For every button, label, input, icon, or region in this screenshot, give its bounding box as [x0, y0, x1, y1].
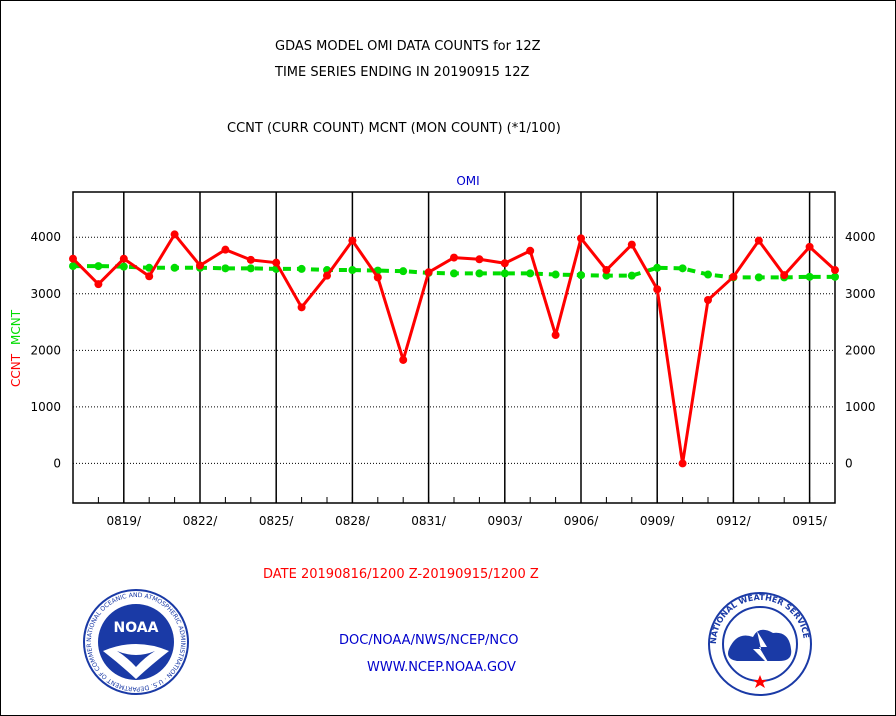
- data-point-mcnt: [221, 264, 230, 273]
- data-point-mcnt: [805, 272, 814, 281]
- data-point-ccnt: [602, 266, 611, 275]
- noaa-logo-text: NOAA: [114, 620, 159, 636]
- data-point-ccnt: [678, 459, 687, 468]
- data-point-ccnt: [653, 285, 662, 294]
- data-point-mcnt: [551, 270, 560, 279]
- y-tick-label-left: 3000: [30, 287, 61, 301]
- data-point-ccnt: [399, 355, 408, 364]
- y-tick-label-left: 4000: [30, 230, 61, 244]
- y-tick-label-right: 2000: [845, 343, 876, 357]
- x-tick-label: 0903/: [488, 514, 524, 528]
- data-point-ccnt: [780, 271, 789, 280]
- data-point-mcnt: [831, 272, 839, 281]
- panel-title: OMI: [456, 174, 479, 188]
- data-point-mcnt: [69, 262, 77, 271]
- data-point-ccnt: [348, 236, 357, 245]
- data-point-mcnt: [475, 269, 484, 278]
- x-tick-label: 0819/: [107, 514, 143, 528]
- y-tick-label-left: 1000: [30, 400, 61, 414]
- data-point-mcnt: [119, 262, 128, 271]
- data-point-mcnt: [399, 267, 408, 276]
- x-tick-label: 0915/: [792, 514, 828, 528]
- data-point-ccnt: [551, 331, 560, 340]
- data-point-ccnt: [119, 254, 128, 263]
- y-tick-label-right: 3000: [845, 287, 876, 301]
- data-point-ccnt: [526, 246, 535, 255]
- website-label: WWW.NCEP.NOAA.GOV: [367, 660, 516, 675]
- y-tick-label-left: 2000: [30, 343, 61, 357]
- data-point-ccnt: [272, 258, 281, 267]
- y-tick-label-right: 0: [845, 456, 853, 470]
- data-point-mcnt: [678, 264, 687, 273]
- y-tick-label-left: 0: [53, 456, 61, 470]
- x-tick-label: 0825/: [259, 514, 295, 528]
- plot-frame: [72, 191, 836, 504]
- x-tick-label: 0906/: [564, 514, 600, 528]
- data-point-mcnt: [500, 269, 509, 278]
- x-tick-label: 0912/: [716, 514, 752, 528]
- data-point-mcnt: [246, 264, 255, 273]
- data-point-ccnt: [754, 236, 763, 245]
- data-point-ccnt: [627, 240, 636, 249]
- data-point-mcnt: [348, 266, 357, 275]
- data-point-ccnt: [323, 271, 331, 280]
- x-tick-label: 0831/: [411, 514, 447, 528]
- x-tick-label: 0909/: [640, 514, 676, 528]
- chart-title-line2: TIME SERIES ENDING IN 20190915 12Z: [275, 65, 530, 80]
- y-axis-label-ccnt: CCNT: [9, 353, 23, 387]
- data-point-ccnt: [475, 255, 484, 264]
- y-tick-label-right: 1000: [845, 400, 876, 414]
- data-point-mcnt: [704, 270, 712, 279]
- data-point-mcnt: [754, 273, 763, 282]
- data-point-ccnt: [500, 259, 509, 268]
- data-point-ccnt: [424, 268, 433, 277]
- data-point-mcnt: [602, 271, 611, 280]
- data-point-ccnt: [704, 296, 712, 305]
- chart-title-line1: GDAS MODEL OMI DATA COUNTS for 12Z: [275, 39, 541, 54]
- data-point-mcnt: [94, 262, 103, 271]
- data-point-mcnt: [577, 271, 585, 280]
- nws-logo: NATIONAL WEATHER SERVICE: [708, 592, 812, 696]
- data-point-ccnt: [196, 261, 204, 270]
- data-point-ccnt: [729, 272, 738, 281]
- data-point-ccnt: [170, 230, 179, 239]
- x-tick-label: 0822/: [183, 514, 219, 528]
- data-point-mcnt: [653, 263, 662, 272]
- data-point-mcnt: [170, 263, 179, 272]
- noaa-logo: NATIONAL OCEANIC AND ATMOSPHERIC ADMINIS…: [81, 587, 189, 695]
- data-point-ccnt: [69, 254, 77, 263]
- data-point-mcnt: [297, 264, 306, 273]
- data-point-ccnt: [221, 245, 230, 254]
- y-axis-label-mcnt: MCNT: [9, 309, 23, 345]
- data-point-mcnt: [145, 263, 154, 272]
- date-range-label: DATE 20190816/1200 Z-20190915/1200 Z: [263, 567, 539, 582]
- data-point-ccnt: [373, 273, 382, 282]
- data-point-mcnt: [450, 269, 458, 278]
- org-label: DOC/NOAA/NWS/NCEP/NCO: [339, 633, 519, 648]
- data-point-ccnt: [94, 280, 103, 289]
- data-point-mcnt: [627, 271, 636, 280]
- data-point-ccnt: [831, 266, 839, 275]
- data-point-ccnt: [297, 303, 306, 312]
- data-point-ccnt: [577, 234, 585, 243]
- data-point-ccnt: [805, 242, 814, 251]
- chart-subtitle: CCNT (CURR COUNT) MCNT (MON COUNT) (*1/1…: [227, 121, 561, 136]
- data-point-ccnt: [145, 272, 154, 281]
- y-tick-label-right: 4000: [845, 230, 876, 244]
- x-tick-label: 0828/: [335, 514, 371, 528]
- data-point-mcnt: [526, 269, 535, 278]
- data-point-ccnt: [450, 253, 458, 262]
- data-point-ccnt: [246, 255, 255, 264]
